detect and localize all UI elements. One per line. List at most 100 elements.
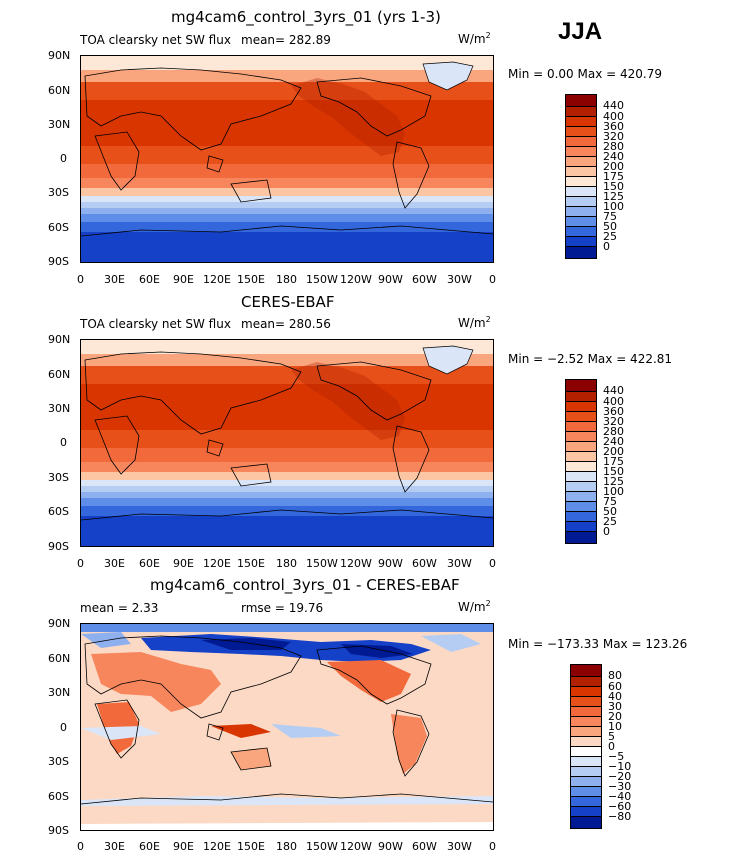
colorbar-box [566,421,596,431]
lon-tick: 30E [104,557,125,570]
map-field [81,56,493,262]
colorbar-label: 100 [603,485,624,498]
colorbar-label: 50 [603,505,617,518]
colorbar-box [566,166,596,176]
colorbar-box [566,186,596,196]
colorbar-box [566,106,596,116]
colorbar-box [566,481,596,491]
colorbar-label: 0 [603,240,610,253]
colorbar-label: 240 [603,150,624,163]
colorbar-label: 175 [603,455,624,468]
minmax-label: Min = −173.33 Max = 123.26 [508,637,688,651]
lon-tick: 150W [306,840,338,853]
colorbar-label: 25 [603,515,617,528]
lon-tick: 90E [173,840,194,853]
lon-tick: 180 [276,557,297,570]
lon-tick: 0 [77,273,84,286]
colorbar-box [566,226,596,236]
lat-tick: 60S [48,790,69,803]
colorbar-label: 75 [603,210,617,223]
colorbar-box [566,126,596,136]
colorbar-box [571,796,601,806]
colorbar-box [571,736,601,746]
colorbar-label: 0 [603,525,610,538]
units-label: W/m2 [458,315,491,330]
colorbar-box [566,156,596,166]
colorbar-box [566,401,596,411]
colorbar-box [566,176,596,186]
lon-tick: 150E [237,557,265,570]
lon-tick: 180 [276,840,297,853]
colorbar-label: 200 [603,160,624,173]
lon-tick: 90E [173,273,194,286]
variable-label: TOA clearsky net SW flux [80,33,231,47]
colorbar-label: 100 [603,200,624,213]
colorbar-label: 400 [603,395,624,408]
lat-tick: 60N [48,84,71,97]
colorbar-label: 20 [608,710,622,723]
colorbar-box [566,116,596,126]
colorbar-box [566,431,596,441]
colorbar-box [566,461,596,471]
mean-stat-label: mean = 2.33 [80,601,159,615]
units-label: W/m2 [458,31,491,46]
colorbar-box [566,236,596,246]
lon-tick: 120W [340,557,372,570]
rmse-label: rmse = 19.76 [241,601,324,615]
units-label: W/m2 [458,599,491,614]
lon-tick: 180 [276,273,297,286]
lon-tick: 60E [139,273,160,286]
colorbar-label: 200 [603,445,624,458]
lon-tick: 60W [412,557,437,570]
mean-label: mean= 282.89 [241,33,331,47]
map-plot [80,55,494,263]
lon-tick: 90W [378,840,403,853]
colorbar-box [571,816,601,828]
colorbar-label: 280 [603,425,624,438]
map-field [81,340,493,546]
lat-tick: 30N [48,686,71,699]
lon-tick: 150E [237,273,265,286]
season-label: JJA [558,18,603,45]
colorbar-label: 440 [603,384,624,397]
colorbar-box [571,766,601,776]
colorbar-box [571,716,601,726]
colorbar-box [566,521,596,531]
lon-tick: 30W [447,557,472,570]
colorbar-label: 30 [608,700,622,713]
lon-tick: 0 [489,557,496,570]
colorbar-box [566,146,596,156]
colorbar-box [571,726,601,736]
colorbar-box [566,531,596,543]
colorbar-label: −20 [608,770,632,783]
lat-tick: 60N [48,652,71,665]
lat-tick: 60S [48,505,69,518]
panel-title: mg4cam6_control_3yrs_01 (yrs 1-3) [171,8,441,26]
colorbar-label: 280 [603,140,624,153]
lat-tick: 90N [48,333,71,346]
colorbar-label: 360 [603,120,624,133]
colorbar-box [566,95,596,106]
minmax-label: Min = −2.52 Max = 422.81 [508,352,673,366]
lat-tick: 60N [48,368,71,381]
colorbar-box [571,686,601,696]
lat-tick: 30S [48,471,69,484]
lon-tick: 30W [447,273,472,286]
colorbar-box [571,706,601,716]
colorbar-label: 125 [603,475,624,488]
colorbar-label: 125 [603,190,624,203]
panel-title: CERES-EBAF [241,293,335,311]
lat-tick: 30S [48,755,69,768]
colorbar-label: 440 [603,99,624,112]
colorbar-box [566,246,596,258]
map-field [81,624,493,830]
colorbar-box [566,441,596,451]
colorbar-label: −80 [608,810,632,823]
lon-tick: 0 [77,840,84,853]
lon-tick: 90E [173,557,194,570]
lat-tick: 90N [48,617,71,630]
colorbar-label: 40 [608,690,622,703]
lat-tick: 30N [48,118,71,131]
lon-tick: 30E [104,840,125,853]
colorbar-box [571,746,601,756]
